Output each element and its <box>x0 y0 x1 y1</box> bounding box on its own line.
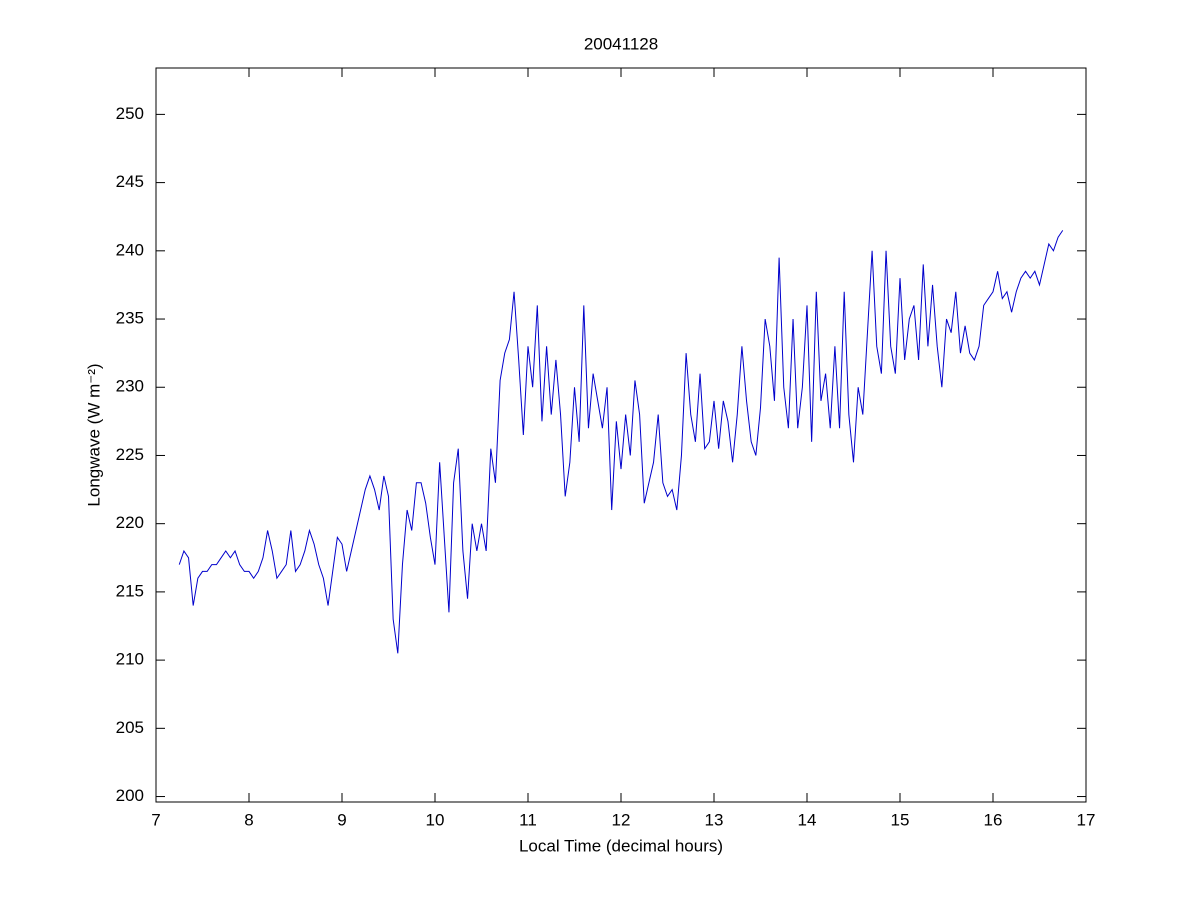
y-tick-label: 205 <box>116 718 144 737</box>
y-tick-label: 200 <box>116 786 144 805</box>
y-tick-label: 215 <box>116 581 144 600</box>
y-tick-label: 235 <box>116 309 144 328</box>
y-tick-label: 210 <box>116 650 144 669</box>
y-tick-label: 250 <box>116 104 144 123</box>
y-tick-label: 245 <box>116 172 144 191</box>
x-tick-label: 14 <box>798 810 817 829</box>
y-tick-label: 225 <box>116 445 144 464</box>
x-axis-label: Local Time (decimal hours) <box>519 836 723 855</box>
x-tick-label: 7 <box>151 810 160 829</box>
y-tick-label: 220 <box>116 513 144 532</box>
x-tick-label: 10 <box>426 810 445 829</box>
chart-title: 20041128 <box>584 34 658 53</box>
x-tick-label: 15 <box>891 810 910 829</box>
x-tick-label: 16 <box>984 810 1003 829</box>
x-tick-label: 9 <box>337 810 346 829</box>
x-tick-label: 12 <box>612 810 631 829</box>
data-line <box>178 230 1064 654</box>
x-tick-label: 8 <box>244 810 253 829</box>
x-tick-label: 13 <box>705 810 724 829</box>
y-axis-label: Longwave (W m⁻²) <box>84 363 103 506</box>
y-tick-label: 230 <box>116 377 144 396</box>
y-tick-label: 240 <box>116 240 144 259</box>
x-tick-label: 17 <box>1077 810 1096 829</box>
plot-frame <box>155 67 1087 803</box>
x-tick-label: 11 <box>519 810 537 829</box>
